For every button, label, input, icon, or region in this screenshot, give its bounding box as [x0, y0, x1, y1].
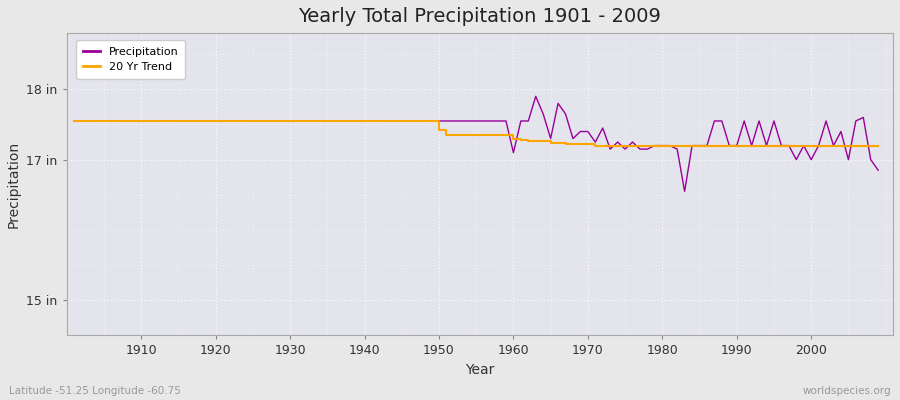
Text: Latitude -51.25 Longitude -60.75: Latitude -51.25 Longitude -60.75 — [9, 386, 181, 396]
Legend: Precipitation, 20 Yr Trend: Precipitation, 20 Yr Trend — [76, 40, 185, 79]
Text: worldspecies.org: worldspecies.org — [803, 386, 891, 396]
Title: Yearly Total Precipitation 1901 - 2009: Yearly Total Precipitation 1901 - 2009 — [299, 7, 662, 26]
X-axis label: Year: Year — [465, 363, 495, 377]
Y-axis label: Precipitation: Precipitation — [7, 141, 21, 228]
